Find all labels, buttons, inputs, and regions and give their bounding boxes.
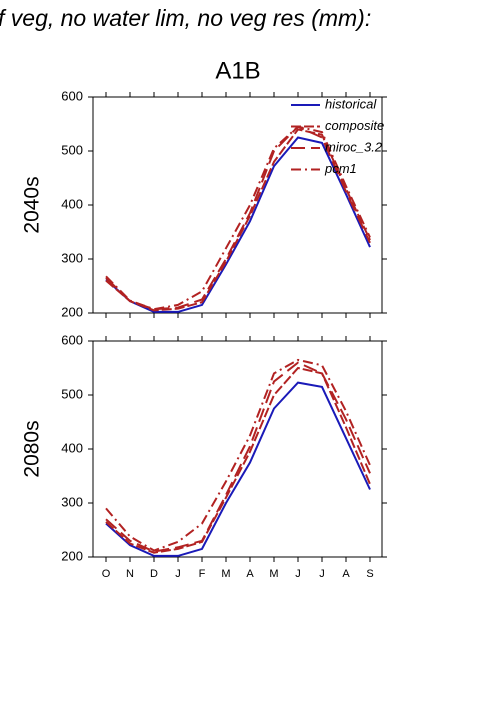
series-line [105, 125, 371, 311]
plot-frame [92, 340, 383, 558]
x-tick-label: F [199, 568, 206, 580]
x-tick-label: J [319, 568, 325, 580]
y-tick-label: 200 [61, 304, 83, 319]
x-tick-label: J [175, 568, 181, 580]
x-tick-label: M [221, 568, 230, 580]
y-tick-label: 600 [61, 332, 83, 347]
legend-label: pcm1 [324, 161, 357, 176]
series-line [105, 366, 371, 554]
y-tick-label: 300 [61, 250, 83, 265]
x-tick-label: A [342, 568, 350, 580]
y-tick-label: 500 [61, 142, 83, 157]
x-tick-label: D [150, 568, 158, 580]
series-line [105, 358, 371, 552]
legend-label: composite [325, 118, 384, 133]
series-line [105, 128, 371, 312]
x-tick-label: N [126, 568, 134, 580]
series-line [105, 381, 371, 557]
y-tick-label: 400 [61, 440, 83, 455]
x-tick-label: S [366, 568, 373, 580]
series-line [105, 136, 371, 313]
series-line [105, 125, 371, 311]
x-tick-label: M [269, 568, 278, 580]
x-tick-label: J [295, 568, 301, 580]
legend-label: historical [325, 96, 377, 111]
y-axis-label: 2080s [21, 420, 44, 477]
chart-subtitle: A1B [215, 57, 260, 84]
series-line [105, 361, 371, 553]
y-tick-label: 200 [61, 548, 83, 563]
x-tick-label: O [102, 568, 111, 580]
y-axis-label: 2040s [21, 176, 44, 233]
y-tick-label: 600 [61, 88, 83, 103]
chart-title: f veg, no water lim, no veg res (mm): [0, 5, 371, 31]
y-tick-label: 400 [61, 196, 83, 211]
y-tick-label: 300 [61, 494, 83, 509]
y-tick-label: 500 [61, 386, 83, 401]
legend-label: miroc_3.2 [325, 139, 383, 154]
x-tick-label: A [246, 568, 254, 580]
